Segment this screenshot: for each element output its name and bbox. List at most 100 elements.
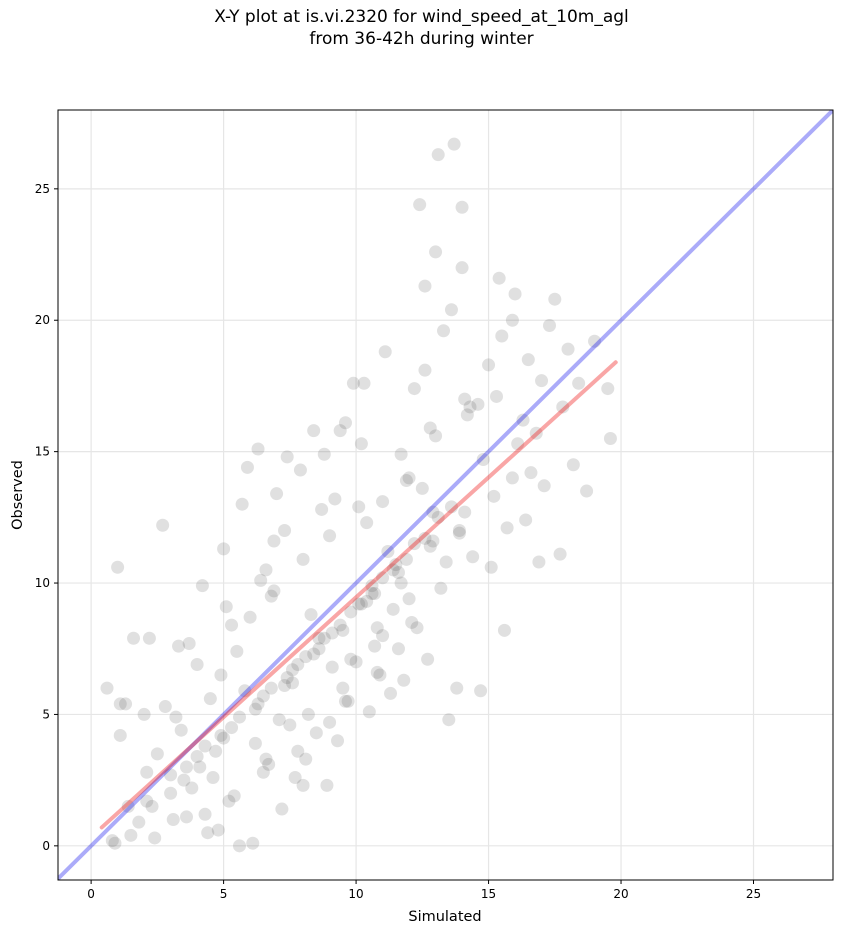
data-point (429, 245, 443, 259)
data-point (211, 823, 225, 837)
data-point (505, 313, 519, 327)
data-point (320, 778, 334, 792)
data-point (124, 828, 138, 842)
data-point (285, 663, 299, 677)
y-tick-label: 10 (35, 576, 50, 590)
data-point (230, 644, 244, 658)
data-point (368, 587, 382, 601)
data-point (309, 726, 323, 740)
data-point (243, 610, 257, 624)
data-point (376, 629, 390, 643)
data-point (195, 579, 209, 593)
data-point (537, 479, 551, 493)
data-point (132, 815, 146, 829)
data-point (256, 689, 270, 703)
data-point (418, 531, 432, 545)
data-point (323, 529, 337, 543)
data-point (346, 376, 360, 390)
data-point (397, 673, 411, 687)
y-tick-label: 25 (35, 182, 50, 196)
data-point (291, 744, 305, 758)
data-point (142, 631, 156, 645)
data-point (603, 431, 617, 445)
data-point (466, 550, 480, 564)
data-point (497, 623, 511, 637)
data-point (458, 392, 472, 406)
data-point (452, 523, 466, 537)
x-tick-label: 20 (613, 887, 628, 901)
data-point (444, 303, 458, 317)
data-point (580, 484, 594, 498)
data-point (492, 271, 506, 285)
data-point (227, 789, 241, 803)
data-point (542, 318, 556, 332)
data-point (254, 573, 268, 587)
data-point (214, 668, 228, 682)
data-point (323, 715, 337, 729)
data-point (556, 400, 570, 414)
data-point (169, 710, 183, 724)
data-point (352, 597, 366, 611)
data-point (450, 681, 464, 695)
data-point (158, 700, 172, 714)
data-point (100, 681, 114, 695)
data-point (127, 631, 141, 645)
data-point (495, 329, 509, 343)
data-point (405, 615, 419, 629)
data-point (280, 671, 294, 685)
data-point (354, 597, 368, 611)
data-point (429, 429, 443, 443)
data-point (389, 558, 403, 572)
data-point (352, 500, 366, 514)
x-tick-label: 5 (220, 887, 228, 901)
data-point (407, 382, 421, 396)
data-point (365, 587, 379, 601)
data-point (296, 778, 310, 792)
data-point (394, 576, 408, 590)
data-point (288, 771, 302, 785)
data-point (259, 752, 273, 766)
data-point (328, 492, 342, 506)
data-point (301, 707, 315, 721)
data-point (519, 513, 533, 527)
data-point (532, 555, 546, 569)
data-point (180, 810, 194, 824)
plot-frame (57, 109, 834, 881)
data-point (421, 652, 435, 666)
data-point (444, 500, 458, 514)
data-point (439, 555, 453, 569)
data-point (293, 463, 307, 477)
y-tick-label: 0 (42, 839, 50, 853)
data-point (164, 768, 178, 782)
data-point (333, 424, 347, 438)
data-point (172, 639, 186, 653)
data-point (148, 831, 162, 845)
data-point (185, 781, 199, 795)
data-point (370, 665, 384, 679)
data-point (217, 542, 231, 556)
data-point (508, 287, 522, 301)
data-point (119, 697, 133, 711)
data-point (264, 589, 278, 603)
data-point (455, 261, 469, 275)
y-tick-label: 15 (35, 445, 50, 459)
data-point (198, 739, 212, 753)
data-point (164, 786, 178, 800)
data-point (357, 376, 371, 390)
data-point (111, 560, 125, 574)
data-point (251, 442, 265, 456)
data-point (415, 481, 429, 495)
x-tick-label: 25 (746, 887, 761, 901)
data-point (248, 736, 262, 750)
data-point (566, 458, 580, 472)
data-point (331, 734, 345, 748)
data-point (378, 345, 392, 359)
grid-lines (58, 110, 833, 880)
data-point (338, 416, 352, 430)
one-to-one-line (58, 110, 833, 880)
data-point (391, 566, 405, 580)
plot-background (58, 110, 833, 880)
data-point (399, 474, 413, 488)
data-point (458, 505, 472, 519)
